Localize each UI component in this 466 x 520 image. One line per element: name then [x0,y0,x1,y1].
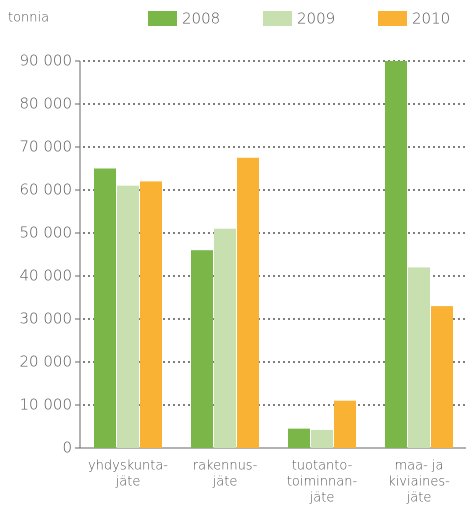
bar [94,168,116,448]
y-tick-label: 10 000 [20,396,73,414]
x-tick-label: jäte [406,491,432,506]
x-tick-label: rakennus- [193,459,258,474]
y-tick-label: 50 000 [20,224,73,242]
y-tick-label: 0 [62,439,72,457]
x-tick-label: tuotanto- [292,459,353,474]
y-tick-label: 70 000 [20,138,73,156]
x-tick-label: kiviaines- [388,475,450,490]
x-tick-label: maa- ja [395,459,444,474]
y-axis-label: tonnia [8,11,49,26]
bar [140,181,162,448]
legend-label: 2009 [297,10,335,28]
y-tick-label: 60 000 [20,181,73,199]
bar [288,428,310,448]
x-tick-label: yhdyskunta- [88,459,168,474]
legend-swatch [148,11,177,26]
x-tick-label: jäte [115,475,141,490]
x-tick-label: jäte [309,491,335,506]
bar [408,267,430,448]
legend-swatch [378,11,407,26]
x-tick-label: toiminnan- [287,475,358,490]
bar [385,61,407,448]
bar [237,157,259,448]
bar [311,429,333,448]
y-tick-label: 30 000 [20,310,73,328]
y-tick-label: 90 000 [20,52,73,70]
legend-swatch [263,11,292,26]
bar [117,185,139,448]
legend-label: 2010 [412,10,450,28]
x-tick-label: jäte [212,475,238,490]
legend-label: 2008 [182,10,220,28]
y-tick-label: 80 000 [20,95,73,113]
bar [334,400,356,448]
bar [431,306,453,448]
bar [214,228,236,448]
bar [191,250,213,448]
y-tick-label: 20 000 [20,353,73,371]
y-tick-label: 40 000 [20,267,73,285]
